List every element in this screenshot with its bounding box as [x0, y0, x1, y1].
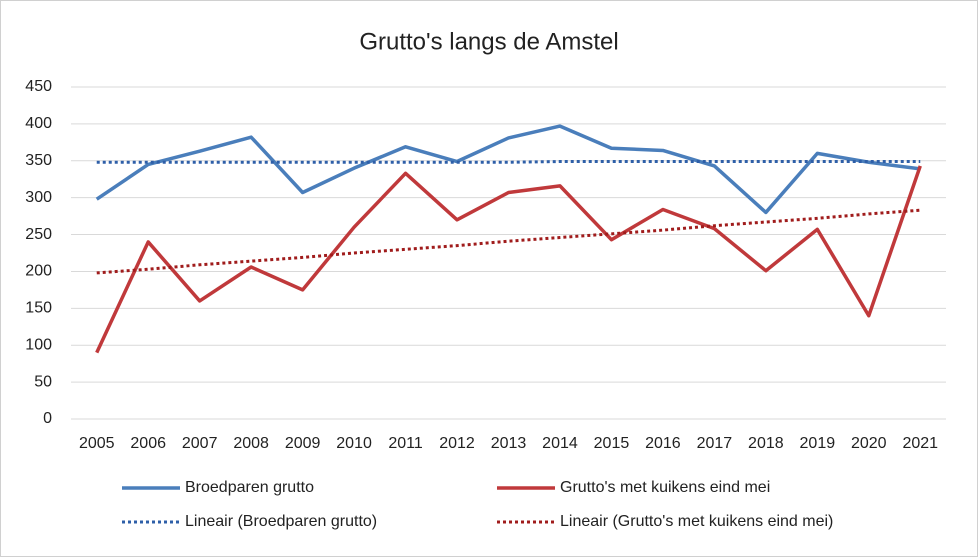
- x-tick-label: 2008: [233, 435, 269, 452]
- x-tick-label: 2010: [336, 435, 372, 452]
- series-line: [95, 124, 921, 215]
- y-tick-label: 100: [25, 336, 52, 353]
- x-tick-label: 2006: [130, 435, 166, 452]
- y-tick-label: 200: [25, 263, 52, 280]
- series-line: [95, 165, 922, 354]
- y-tick-label: 250: [25, 226, 52, 243]
- x-tick-label: 2013: [491, 435, 527, 452]
- y-tick-label: 350: [25, 152, 52, 169]
- x-tick-label: 2017: [697, 435, 733, 452]
- x-tick-label: 2021: [902, 435, 938, 452]
- x-tick-label: 2011: [388, 435, 423, 452]
- x-tick-label: 2018: [748, 435, 784, 452]
- x-tick-label: 2016: [645, 435, 681, 452]
- y-tick-label: 50: [34, 373, 52, 390]
- x-tick-label: 2007: [182, 435, 218, 452]
- x-tick-label: 2020: [851, 435, 887, 452]
- x-tick-label: 2012: [439, 435, 475, 452]
- y-tick-label: 400: [25, 115, 52, 132]
- y-tick-label: 0: [43, 410, 52, 427]
- y-tick-label: 450: [25, 78, 52, 95]
- legend-label: Lineair (Grutto's met kuikens eind mei): [560, 513, 833, 530]
- x-tick-label: 2005: [79, 435, 115, 452]
- chart-title: Grutto's langs de Amstel: [359, 28, 618, 55]
- x-tick-label: 2009: [285, 435, 321, 452]
- legend-label: Lineair (Broedparen grutto): [185, 513, 377, 530]
- x-tick-label: 2015: [594, 435, 630, 452]
- legend-label: Grutto's met kuikens eind mei: [560, 479, 770, 496]
- x-tick-label: 2014: [542, 435, 578, 452]
- y-tick-label: 150: [25, 300, 52, 317]
- trend-line: [96, 160, 921, 164]
- y-tick-label: 300: [25, 189, 52, 206]
- x-tick-label: 2019: [800, 435, 836, 452]
- legend-label: Broedparen grutto: [185, 479, 314, 496]
